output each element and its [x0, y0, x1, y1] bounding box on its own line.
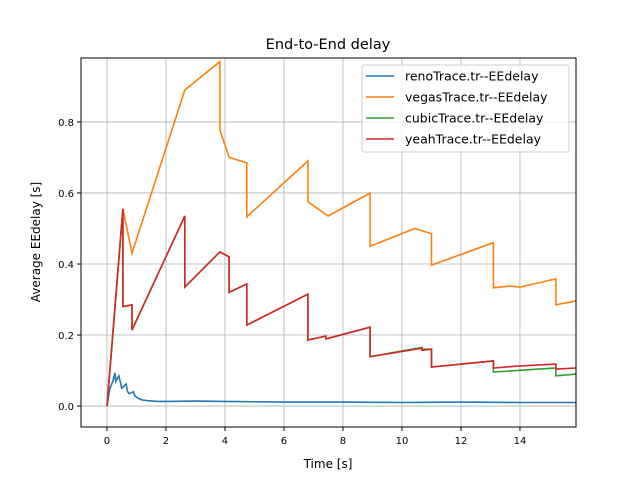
legend-box [361, 64, 570, 153]
chart-title: End-to-End delay [266, 37, 391, 53]
y-tick-label: 0.6 [58, 189, 74, 200]
axes-frame [80, 57, 577, 428]
legend-entry: renoTrace.tr--EEdelay [405, 69, 539, 84]
y-tick-label: 0.8 [58, 118, 74, 129]
ticks: 0 2 4 6 8 10 12 14 0.0 0.2 0.4 0.6 0.8 [58, 118, 526, 447]
series-line-yeah [106, 208, 576, 407]
x-tick-label: 0 [104, 436, 110, 447]
legend-entry: yeahTrace.tr--EEdelay [405, 132, 542, 147]
series-line-vegas [106, 59, 576, 407]
legend-entry: vegasTrace.tr--EEdelay [405, 90, 548, 105]
plot-area [106, 59, 576, 407]
y-tick-label: 0.2 [58, 331, 74, 342]
legend-entry: cubicTrace.tr--EEdelay [405, 111, 544, 126]
series-line-reno [106, 372, 576, 407]
x-tick-label: 6 [281, 436, 287, 447]
legend: renoTrace.tr--EEdelay vegasTrace.tr--EEde… [361, 64, 570, 153]
x-tick-label: 12 [455, 436, 468, 447]
y-axis-label: Average EEdelay [s] [29, 182, 43, 302]
y-tick-label: 0.0 [58, 402, 74, 413]
y-tick-label: 0.4 [58, 260, 74, 271]
x-axis-label: Time [s] [303, 457, 353, 471]
x-tick-label: 2 [163, 436, 169, 447]
x-tick-label: 4 [222, 436, 228, 447]
x-tick-label: 8 [340, 436, 346, 447]
x-tick-label: 10 [396, 436, 409, 447]
x-tick-label: 14 [514, 436, 527, 447]
series-line-cubic [106, 208, 576, 407]
